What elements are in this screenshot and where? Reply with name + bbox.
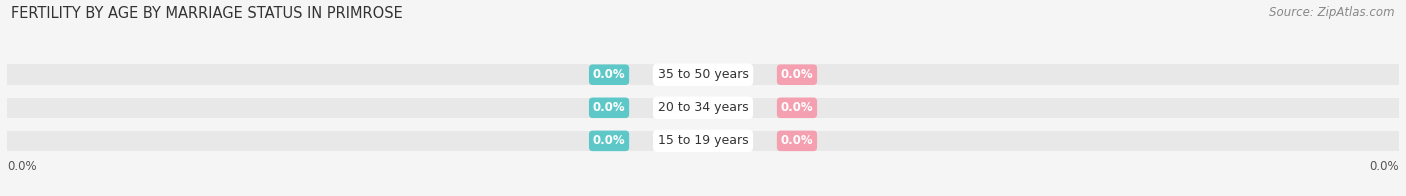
- Text: Source: ZipAtlas.com: Source: ZipAtlas.com: [1270, 6, 1395, 19]
- Bar: [7, 131, 1399, 151]
- Text: 0.0%: 0.0%: [593, 134, 626, 147]
- Text: FERTILITY BY AGE BY MARRIAGE STATUS IN PRIMROSE: FERTILITY BY AGE BY MARRIAGE STATUS IN P…: [11, 6, 404, 21]
- Text: 0.0%: 0.0%: [7, 160, 37, 173]
- Bar: [7, 98, 1399, 118]
- Text: 0.0%: 0.0%: [1369, 160, 1399, 173]
- Text: 0.0%: 0.0%: [780, 101, 813, 114]
- Text: 15 to 19 years: 15 to 19 years: [658, 134, 748, 147]
- Text: 35 to 50 years: 35 to 50 years: [658, 68, 748, 81]
- Text: 0.0%: 0.0%: [780, 68, 813, 81]
- Text: 20 to 34 years: 20 to 34 years: [658, 101, 748, 114]
- Text: 0.0%: 0.0%: [780, 134, 813, 147]
- Text: 0.0%: 0.0%: [593, 68, 626, 81]
- Bar: [7, 64, 1399, 85]
- Text: 0.0%: 0.0%: [593, 101, 626, 114]
